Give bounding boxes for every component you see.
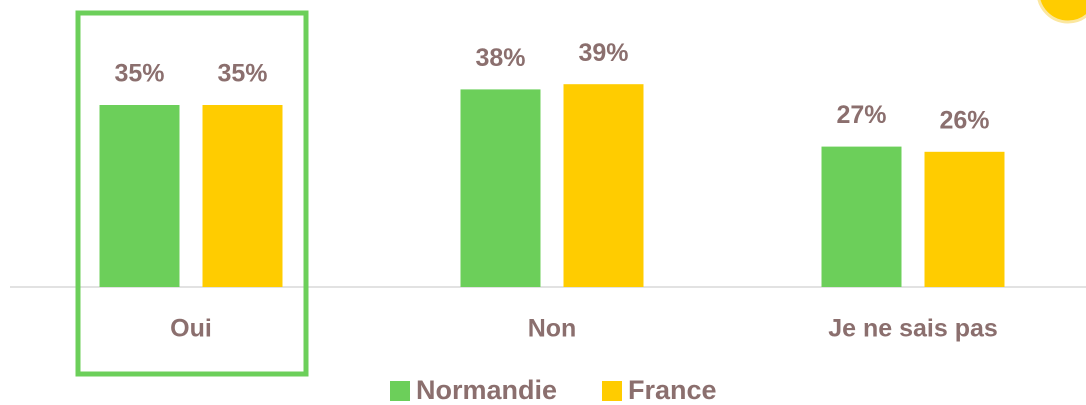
x-tick-label: Je ne sais pas bbox=[828, 315, 998, 343]
legend-swatch bbox=[602, 381, 622, 401]
legend-label: France bbox=[628, 375, 717, 405]
bar bbox=[99, 105, 180, 287]
bar bbox=[202, 105, 283, 287]
data-label: 38% bbox=[475, 44, 525, 72]
x-tick-label: Non bbox=[528, 315, 577, 343]
bar bbox=[924, 151, 1005, 287]
data-label: 35% bbox=[114, 60, 164, 88]
data-label: 26% bbox=[939, 106, 989, 134]
bar bbox=[460, 89, 541, 288]
bar bbox=[563, 84, 644, 287]
bar bbox=[821, 146, 902, 287]
data-label: 35% bbox=[217, 60, 267, 88]
decoration-circle bbox=[1037, 0, 1086, 24]
highlight-box bbox=[75, 10, 309, 377]
data-label: 27% bbox=[836, 101, 886, 129]
legend-label: Normandie bbox=[416, 375, 557, 405]
data-label: 39% bbox=[578, 39, 628, 67]
legend-swatch bbox=[390, 381, 410, 401]
x-tick-label: Oui bbox=[170, 315, 212, 343]
